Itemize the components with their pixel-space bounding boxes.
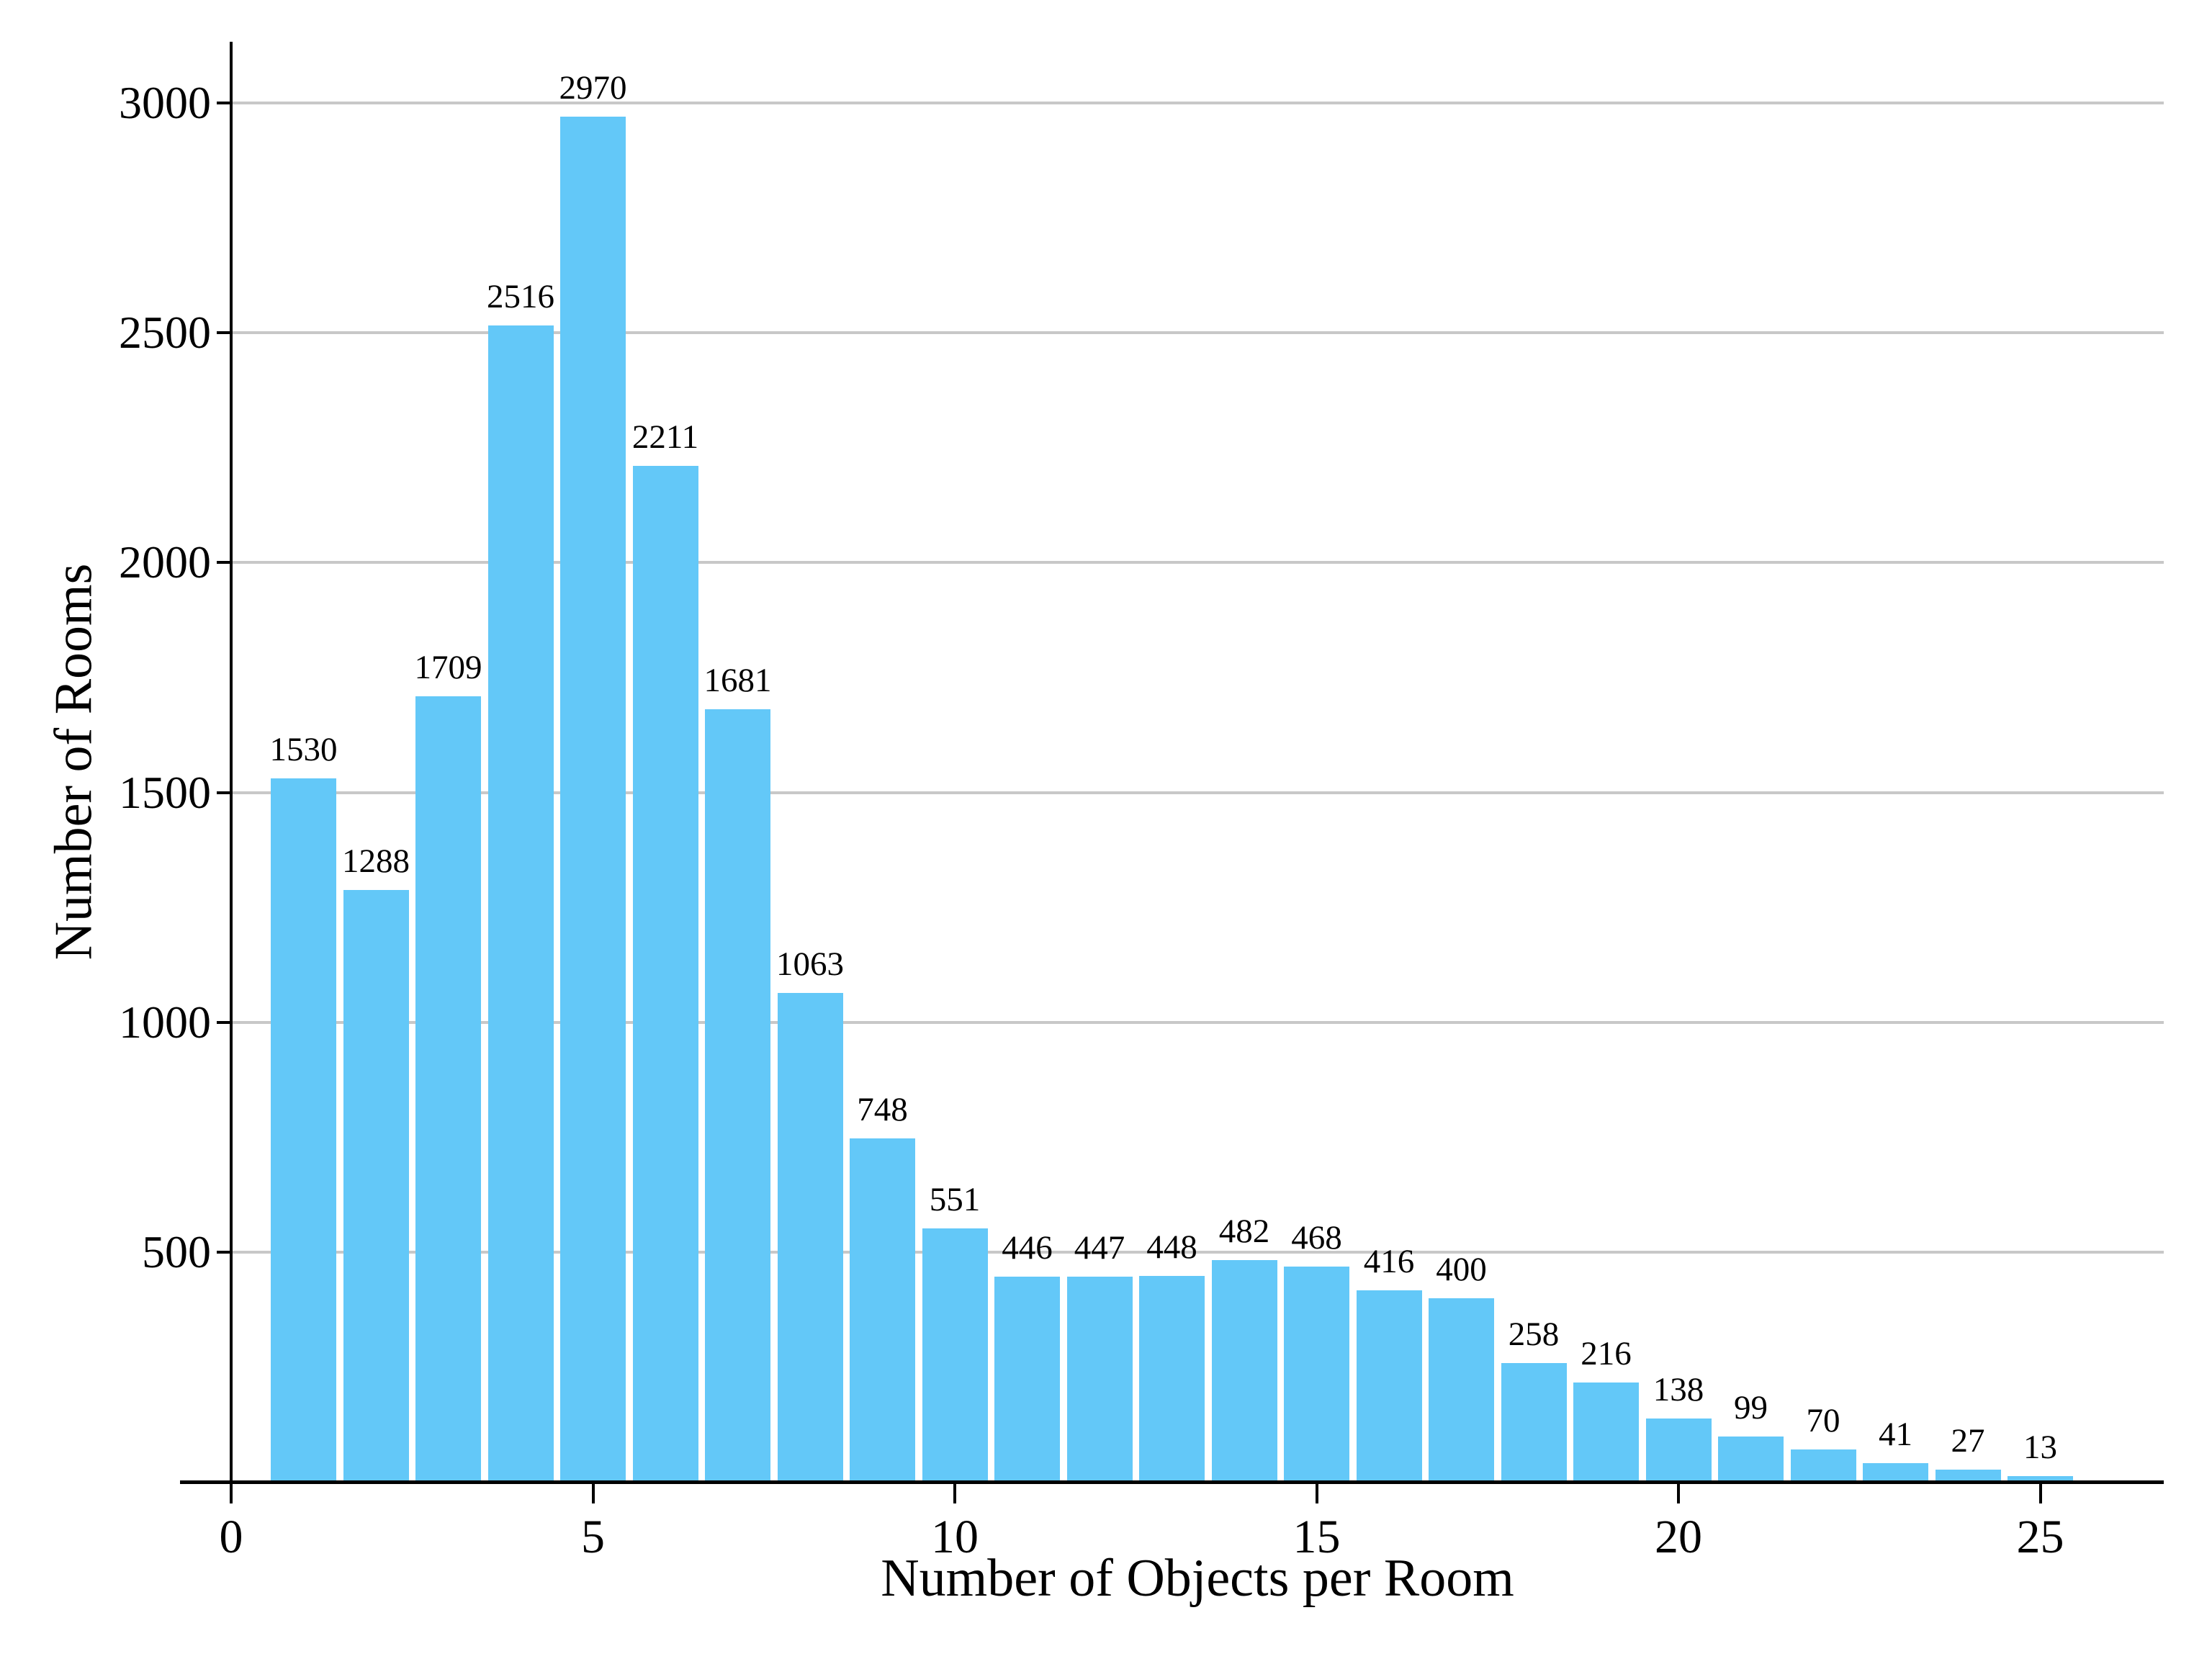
bar-value-label: 1063 xyxy=(776,945,844,983)
bar-value-label: 2211 xyxy=(631,418,699,456)
y-tick-mark xyxy=(217,1250,230,1254)
bar xyxy=(1356,1290,1422,1482)
bar xyxy=(1211,1260,1277,1482)
x-tick-label: 15 xyxy=(1292,1511,1341,1563)
bar-value-label: 70 xyxy=(1806,1402,1840,1439)
gridline xyxy=(231,561,2164,565)
x-tick-mark xyxy=(2038,1482,2042,1503)
bar xyxy=(1501,1363,1567,1482)
bar-value-label: 1681 xyxy=(703,662,772,699)
bar-value-label: 2516 xyxy=(487,278,554,315)
x-axis-line xyxy=(180,1480,2164,1484)
bar xyxy=(1645,1419,1712,1482)
y-tick-mark xyxy=(217,102,230,105)
bar xyxy=(487,325,554,1482)
y-tick-mark xyxy=(217,561,230,565)
bar-value-label: 1530 xyxy=(269,731,338,768)
bar xyxy=(1935,1470,2001,1482)
x-tick-mark xyxy=(1315,1482,1318,1503)
y-axis-title: Number of Rooms xyxy=(44,563,104,961)
bar xyxy=(1863,1463,1928,1482)
bar xyxy=(1284,1267,1349,1482)
x-tick-label: 5 xyxy=(581,1511,605,1563)
y-tick-mark xyxy=(217,791,230,794)
bar-value-label: 447 xyxy=(1074,1229,1125,1267)
bar-value-label: 416 xyxy=(1363,1243,1415,1280)
bar xyxy=(1573,1382,1639,1482)
bar-value-label: 448 xyxy=(1146,1228,1197,1266)
bar-value-label: 216 xyxy=(1581,1335,1632,1372)
bar-value-label: 13 xyxy=(2023,1429,2057,1466)
bar-value-label: 41 xyxy=(1879,1416,1912,1453)
bar xyxy=(560,117,626,1482)
bar xyxy=(2008,1476,2073,1482)
bar-value-label: 99 xyxy=(1734,1389,1768,1426)
x-tick-mark xyxy=(230,1482,233,1503)
bar xyxy=(994,1277,1060,1482)
bar-value-label: 482 xyxy=(1218,1213,1270,1250)
bar-value-label: 468 xyxy=(1291,1219,1342,1256)
bar-value-label: 446 xyxy=(1002,1229,1053,1267)
gridline xyxy=(231,1020,2164,1024)
bar xyxy=(271,778,336,1482)
bar xyxy=(1139,1276,1205,1482)
bar-value-label: 551 xyxy=(929,1181,981,1218)
x-tick-label: 0 xyxy=(219,1511,243,1563)
bar xyxy=(777,993,843,1482)
y-tick-label: 1500 xyxy=(119,766,211,818)
bar-value-label: 748 xyxy=(857,1091,908,1128)
bar xyxy=(705,709,770,1482)
bar-value-label: 2970 xyxy=(559,69,627,107)
x-tick-label: 20 xyxy=(1655,1511,1702,1563)
y-tick-mark xyxy=(217,1020,230,1024)
bar xyxy=(415,696,481,1482)
bar-value-label: 138 xyxy=(1653,1371,1704,1408)
y-axis-line xyxy=(230,42,233,1483)
bar xyxy=(632,466,698,1482)
x-tick-mark xyxy=(1677,1482,1680,1503)
x-tick-mark xyxy=(591,1482,595,1503)
y-tick-label: 2000 xyxy=(119,536,211,588)
bar xyxy=(1718,1437,1784,1482)
gridline xyxy=(231,331,2164,335)
y-tick-label: 2500 xyxy=(119,307,211,359)
bar xyxy=(922,1228,988,1482)
x-tick-label: 10 xyxy=(931,1511,979,1563)
x-tick-label: 25 xyxy=(2016,1511,2064,1563)
x-axis-title: Number of Objects per Room xyxy=(881,1549,1514,1608)
bar-value-label: 1709 xyxy=(414,649,482,686)
bar xyxy=(850,1138,915,1482)
y-tick-label: 500 xyxy=(142,1226,211,1277)
bar-value-label: 400 xyxy=(1436,1251,1487,1288)
bar-value-label: 27 xyxy=(1951,1422,1985,1460)
y-tick-label: 3000 xyxy=(119,77,211,129)
gridline xyxy=(231,1250,2164,1254)
bar xyxy=(1066,1277,1133,1482)
x-tick-mark xyxy=(953,1482,956,1503)
y-tick-mark xyxy=(217,331,230,335)
gridline xyxy=(231,791,2164,794)
bar-value-label: 258 xyxy=(1508,1316,1560,1353)
bar xyxy=(1790,1449,1856,1482)
bar-value-label: 1288 xyxy=(342,842,410,880)
bar xyxy=(1429,1298,1494,1482)
gridline xyxy=(231,102,2164,105)
bar xyxy=(343,890,409,1482)
y-tick-label: 1000 xyxy=(119,996,211,1048)
